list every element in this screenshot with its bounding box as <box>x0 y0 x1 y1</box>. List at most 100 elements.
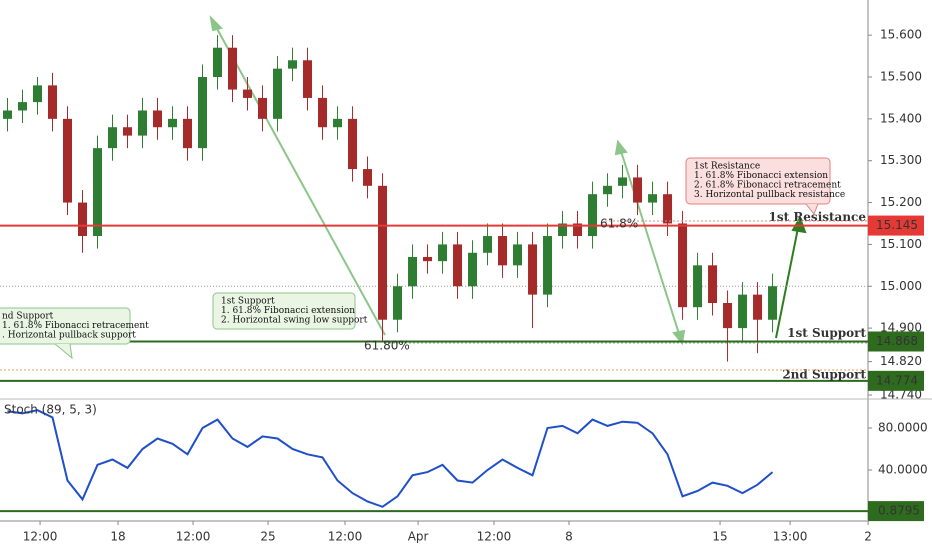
annotation-text: 1st Resistance <box>694 162 760 172</box>
annotation-text: . Horizontal pullback support <box>2 331 136 341</box>
x-tick-label: 15 <box>712 530 727 544</box>
candle-body <box>258 97 268 119</box>
y-tick-label: 80.0000 <box>878 421 928 435</box>
candle-body <box>438 244 448 262</box>
candle-body <box>708 265 718 303</box>
candle-body <box>318 97 328 128</box>
x-tick-label: 13:00 <box>773 530 808 544</box>
arrow <box>214 24 386 336</box>
candle-body <box>393 286 403 320</box>
candle-body <box>198 77 208 149</box>
level-value: 15.145 <box>876 218 918 232</box>
candle-body <box>588 194 598 237</box>
x-tick-label: 12:00 <box>328 530 363 544</box>
y-tick-label: 15.500 <box>880 70 922 84</box>
candle-body <box>723 302 733 329</box>
level-value: 0.8795 <box>878 504 920 518</box>
x-tick-label: 18 <box>110 530 125 544</box>
level-badge <box>868 370 924 391</box>
candle-body <box>753 294 763 320</box>
arrows <box>209 15 686 346</box>
annotation-text: nd Support <box>2 312 54 322</box>
candle-body <box>453 244 463 287</box>
annotation-box <box>685 157 831 205</box>
candle-body <box>108 127 118 149</box>
arrow <box>775 227 799 339</box>
x-tick-label: 12:00 <box>176 530 211 544</box>
candle-body <box>333 118 343 128</box>
level-value: 14.774 <box>876 373 918 387</box>
level-name: 1st Support <box>787 326 866 340</box>
y-tick-label: 15.200 <box>880 195 922 209</box>
candle-body <box>63 118 73 203</box>
indicator-title: Stoch (89, 5, 3) <box>4 403 97 417</box>
candle-body <box>408 256 418 287</box>
candle-body <box>33 85 43 103</box>
candle-body <box>78 202 88 237</box>
x-tick-label: 2 <box>864 530 872 544</box>
candle-body <box>348 118 358 170</box>
candle-body <box>603 185 613 195</box>
annotation-tail <box>805 203 819 215</box>
candle-body <box>483 236 493 253</box>
annotation-tail <box>54 343 73 360</box>
level-badge <box>868 501 924 522</box>
candle-body <box>273 68 283 119</box>
arrow-head <box>209 15 223 32</box>
candle-body <box>768 286 778 320</box>
level-value: 14.868 <box>876 334 918 348</box>
level-name: 2nd Support <box>782 367 866 381</box>
candle-body <box>153 110 163 128</box>
candle-body <box>288 60 298 69</box>
x-tick-label: 12:00 <box>477 530 512 544</box>
x-tick-label: 12:00 <box>23 530 58 544</box>
candle-body <box>558 223 568 237</box>
annotation-text: 1st Support <box>221 297 275 307</box>
annotation-text: 3. Horizontal pullback resistance <box>694 190 845 200</box>
candle-body <box>228 47 238 90</box>
stoch-line <box>7 409 774 508</box>
candle-body <box>693 265 703 308</box>
candle-body <box>243 89 253 98</box>
y-tick-label: 15.100 <box>880 237 922 251</box>
y-tick-label: 15.000 <box>880 279 922 293</box>
candle-body <box>378 185 388 320</box>
candle-body <box>678 223 688 308</box>
candle-body <box>513 244 523 266</box>
candle-body <box>738 294 748 329</box>
candle-body <box>168 118 178 128</box>
x-tick-label: 25 <box>260 530 275 544</box>
candle-body <box>468 252 478 287</box>
y-tick-label: 15.600 <box>880 28 922 42</box>
annotation-box <box>212 292 356 330</box>
candle-body <box>213 47 223 78</box>
arrow <box>619 147 681 338</box>
candle-body <box>423 256 433 262</box>
candle-body <box>93 148 103 237</box>
candle-body <box>18 102 28 111</box>
candle-body <box>363 169 373 186</box>
candle-body <box>618 177 628 186</box>
y-tick-label: 15.300 <box>880 153 922 167</box>
y-tick-label: 14.900 <box>880 321 922 335</box>
candle-body <box>573 223 583 237</box>
y-tick-label: 14.740 <box>880 388 922 402</box>
candle-body <box>543 236 553 295</box>
candle-body <box>138 110 148 136</box>
x-tick-label: Apr <box>408 530 429 544</box>
x-tick-label: 8 <box>565 530 573 544</box>
candle-body <box>498 236 508 266</box>
annotation-text: 1. 61.8% Fibonacci retracement <box>2 321 149 331</box>
candle-body <box>48 85 58 119</box>
level-badge <box>868 215 924 236</box>
annotation-text: 2. Horizontal swing low support <box>221 316 368 326</box>
level-name: 1st Resistance <box>769 210 867 224</box>
y-tick-label: 40.0000 <box>878 463 928 477</box>
y-tick-label: 15.400 <box>880 111 922 125</box>
level-badge <box>868 331 924 352</box>
annotation-text: 1. 61.8% Fibonacci extension <box>694 171 828 181</box>
y-tick-label: 14.820 <box>880 354 922 368</box>
candle-body <box>3 110 13 119</box>
